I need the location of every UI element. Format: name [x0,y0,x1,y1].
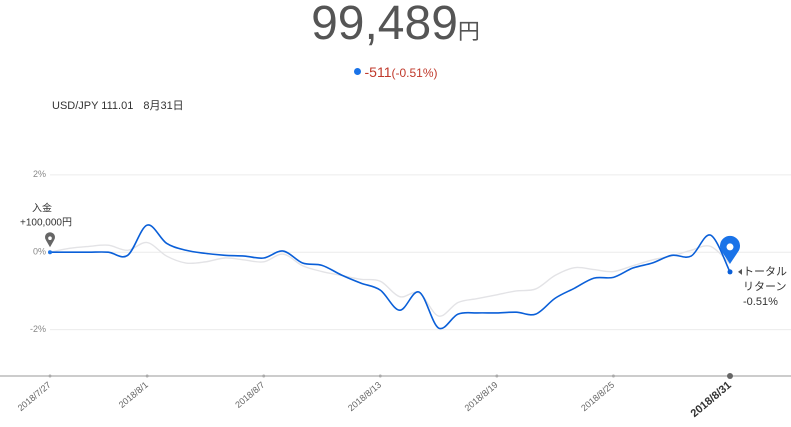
return-line1: トータル [743,265,787,278]
x-tick-label: 2018/8/1 [117,380,150,410]
end-dot [727,269,733,275]
x-tick-label: 2018/7/27 [16,380,53,413]
change-value: -511 [364,64,392,80]
start-dot [48,250,52,255]
rate: USD/JPY 111.01 [52,100,134,112]
header: 99,489円 -511(-0.51%) [0,0,791,80]
info: USD/JPY 111.01 8月31日 [52,97,194,113]
date: 8月31日 [143,100,184,112]
x-tick-dot [495,374,499,378]
x-tick-dot [145,374,149,378]
balance: 99,489円 [0,0,791,58]
end-arrow [738,268,742,275]
change-pct: (-0.51%) [391,66,438,80]
series-line [50,224,731,330]
x-tick-dot [727,373,733,379]
y-tick-label: -2% [30,324,46,334]
currency: 円 [457,19,480,44]
x-tick-label: 2018/8/19 [463,380,500,413]
return-pct: -0.51% [743,296,778,308]
x-tick-label: 2018/8/25 [579,380,616,413]
x-tick-label: 2018/8/13 [346,380,383,413]
deposit-amount: +100,000円 [20,218,72,229]
y-tick-label: 0% [33,247,46,257]
return-line2: リターン [743,280,786,293]
y-tick-label: 2% [33,169,46,179]
x-tick-dot [611,374,615,378]
x-tick-dot [378,374,382,378]
balance-value: 99,489 [311,0,458,50]
end-pin-hole [726,243,734,251]
x-tick-dot [48,374,52,378]
series-line [49,241,731,317]
x-tick-label: 2018/8/7 [233,380,266,410]
x-tick-label: 2018/8/31 [689,379,734,420]
change: -511(-0.51%) [0,64,791,80]
change-dot [353,68,361,75]
x-tick-dot [262,374,266,378]
deposit-label: 入金 [32,202,52,215]
start-pin-hole [48,236,52,240]
